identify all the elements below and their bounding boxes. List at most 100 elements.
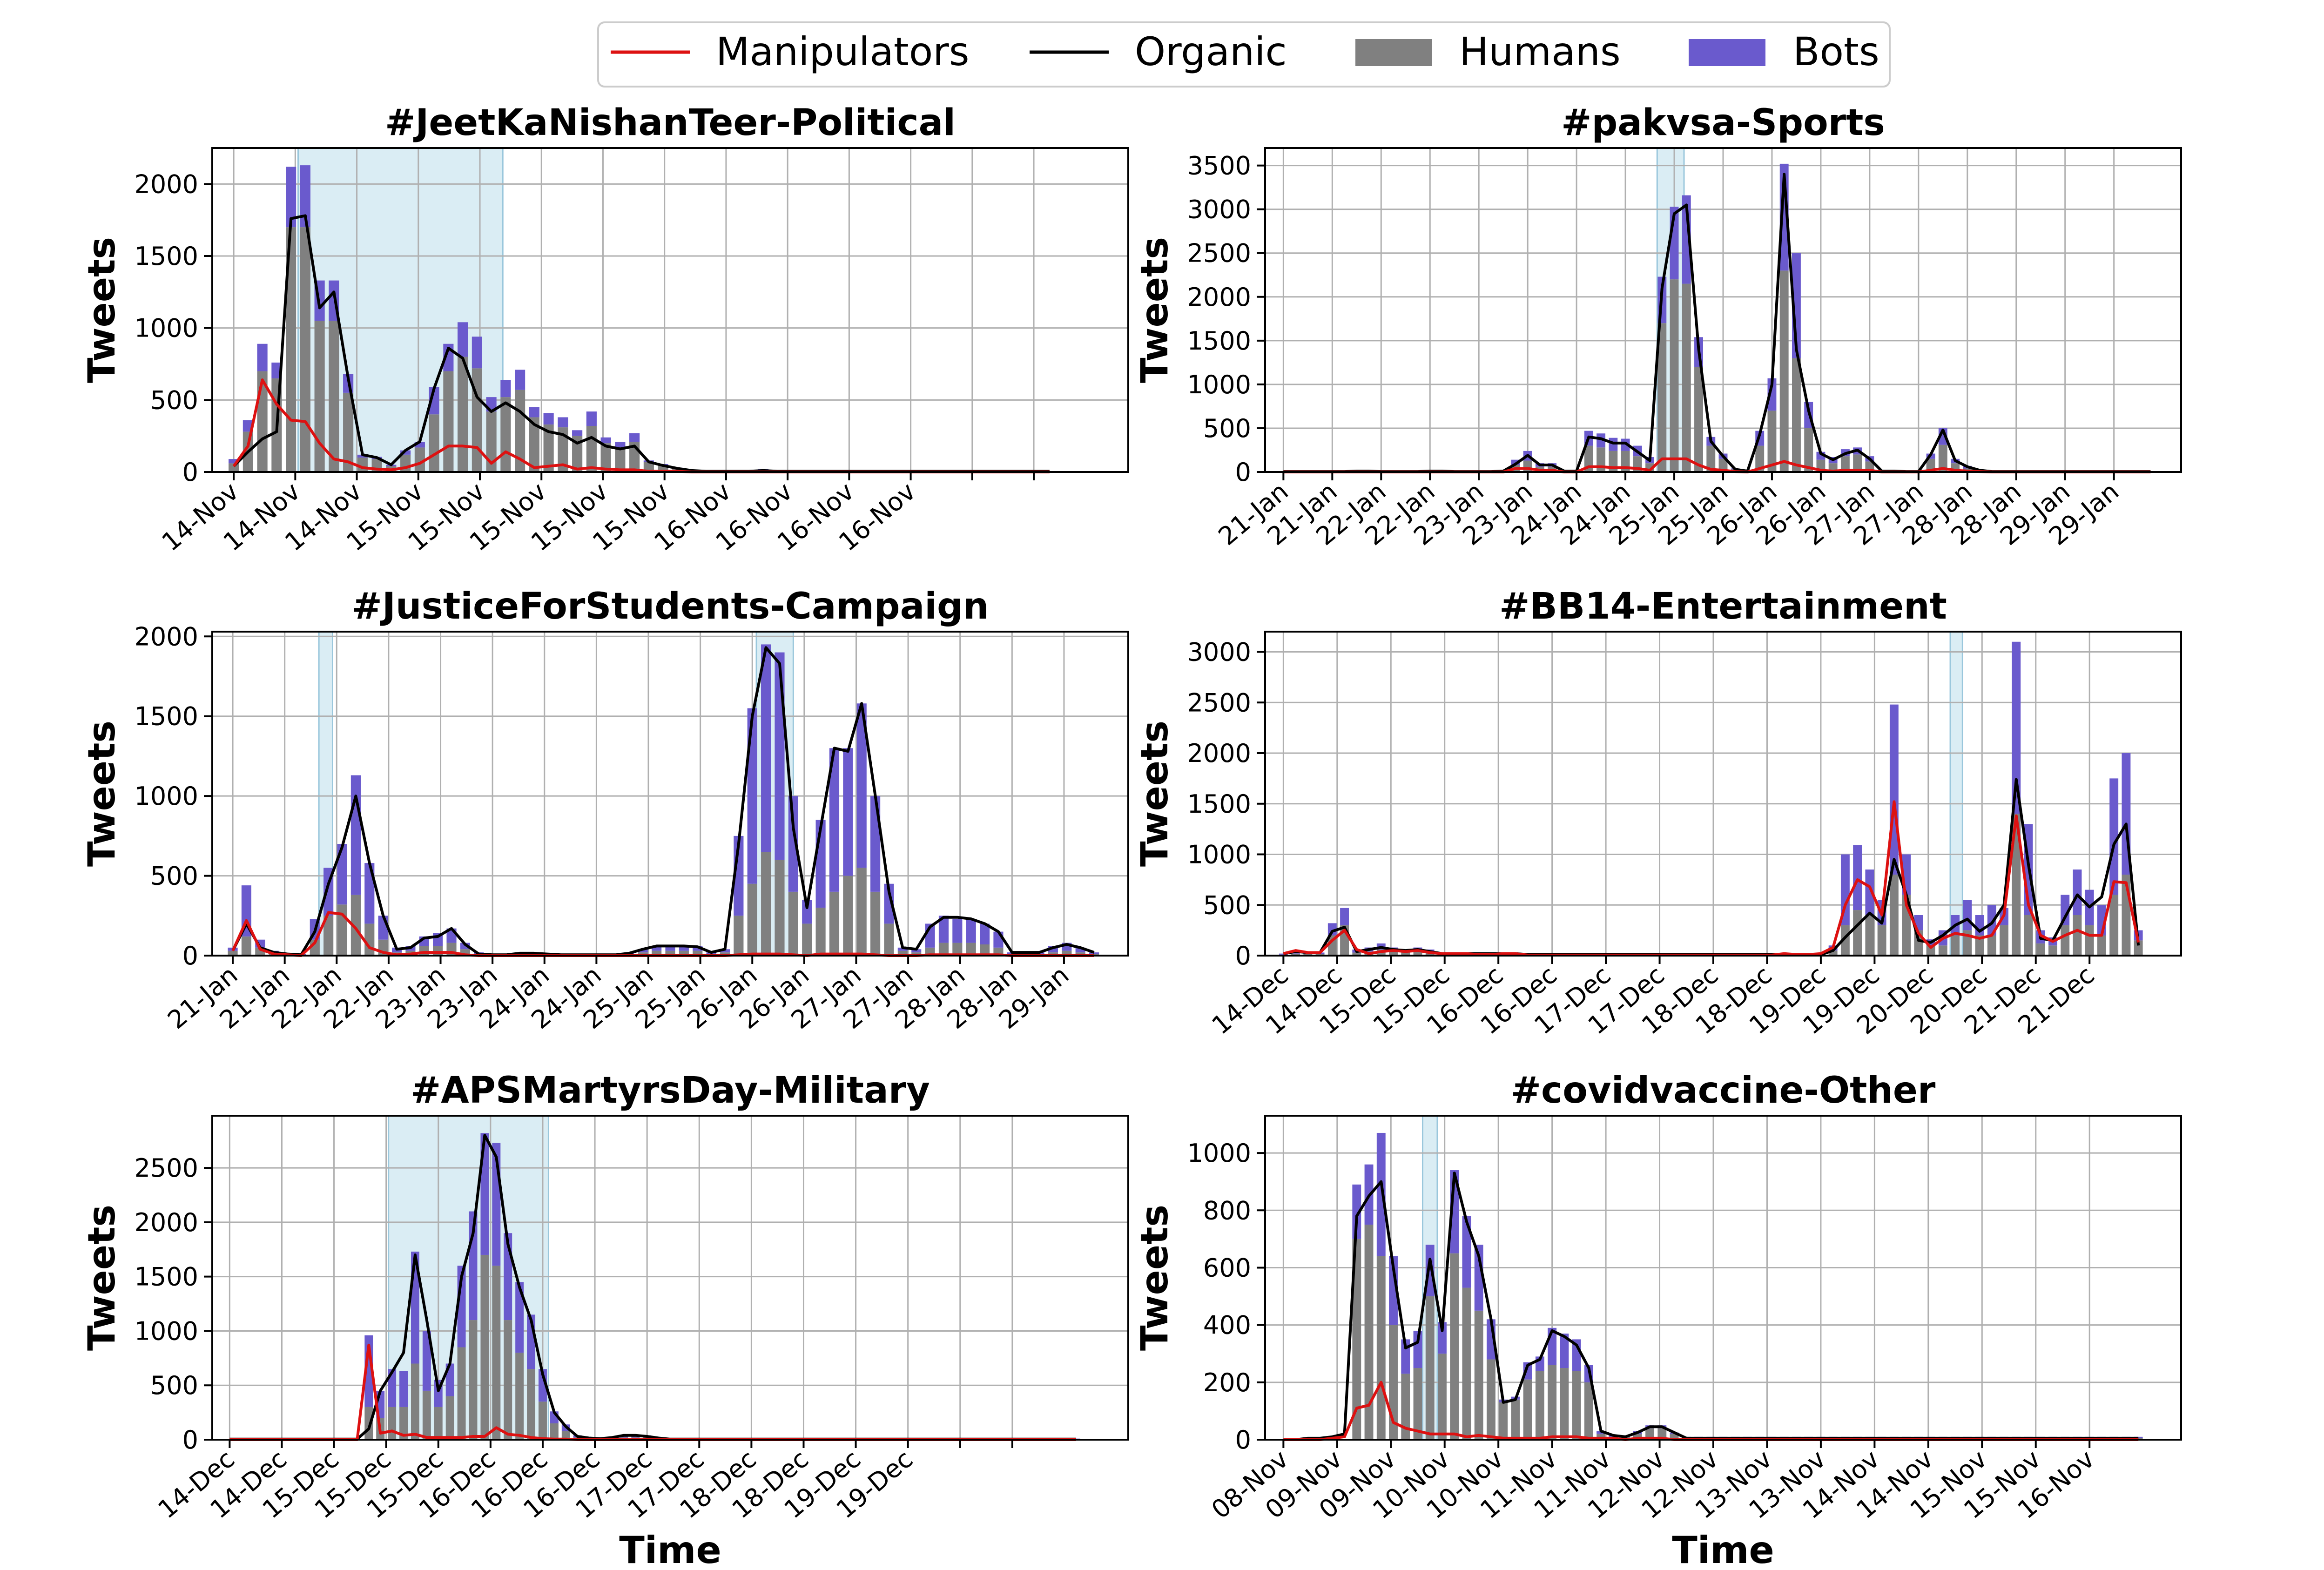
bots-bar (400, 450, 411, 455)
bots-bar (472, 337, 482, 369)
y-tick-label: 1500 (135, 1262, 198, 1292)
chart-title: #BB14-Entertainment (1499, 586, 1947, 627)
bots-bar (629, 433, 640, 442)
humans-bar (314, 321, 325, 472)
humans-bar (1462, 1287, 1471, 1440)
bots-bar (1853, 845, 1862, 910)
bots-bar (1963, 900, 1972, 930)
bots-bar (1352, 1184, 1361, 1239)
humans-bar (980, 944, 990, 956)
humans-bar (469, 1320, 478, 1440)
humans-bar (1401, 1374, 1410, 1440)
humans-bar (643, 462, 654, 472)
humans-bar (1877, 925, 1886, 956)
bots-bar (1560, 1334, 1569, 1368)
humans-bar (414, 447, 425, 472)
bots-bar (350, 775, 361, 895)
humans-bar (1499, 1402, 1508, 1440)
bots-bar (600, 437, 611, 444)
humans-bar (527, 1369, 536, 1440)
x-axis-label: Time (1672, 1529, 1774, 1570)
y-tick-label: 1500 (1187, 789, 1251, 819)
humans-bar (1413, 951, 1422, 956)
bots-bar (1340, 908, 1349, 925)
humans-bar (457, 1347, 466, 1440)
organic-line (229, 1134, 1076, 1441)
bots-bar (500, 380, 511, 398)
humans-bar (1853, 910, 1862, 956)
bots-bar (2061, 895, 2070, 925)
plot-frame (211, 631, 1129, 957)
y-tick-label: 3000 (1187, 195, 1251, 224)
humans-bar (1755, 445, 1765, 472)
humans-bar (1657, 1428, 1667, 1440)
humans-bar (1560, 1368, 1569, 1440)
chart-panel-4: 05001000150020002500300014-Dec14-Dec15-D… (1133, 586, 2182, 1040)
humans-bar (329, 321, 339, 472)
humans-bar (2073, 915, 2082, 956)
humans-bar (1291, 953, 1300, 956)
y-axis-label: Tweets (80, 1205, 123, 1351)
legend-bots-swatch (1689, 39, 1765, 66)
bots-bar (300, 165, 310, 228)
humans-bar (652, 950, 662, 956)
y-tick-label: 1500 (135, 702, 198, 731)
y-axis-label: Tweets (1133, 1205, 1176, 1351)
bots-bar (388, 1369, 397, 1407)
humans-bar (572, 436, 583, 472)
chart-title: #JusticeForStudents-Campaign (352, 586, 989, 627)
humans-bar (1779, 270, 1789, 472)
y-tick-label: 400 (1203, 1311, 1251, 1340)
bots-bar (586, 411, 597, 426)
humans-bar (529, 417, 539, 472)
organic-line (1283, 1172, 2139, 1441)
humans-bar (843, 876, 853, 956)
organic-line (1283, 173, 2151, 473)
y-tick-label: 0 (1235, 941, 1251, 970)
humans-bar (1376, 1256, 1386, 1440)
plot-frame (1264, 631, 2182, 957)
humans-bar (1523, 1379, 1532, 1440)
humans-bar (300, 227, 310, 472)
humans-bar (1584, 1382, 1593, 1440)
legend-humans-label: Humans (1459, 29, 1621, 74)
humans-bar (679, 950, 689, 956)
humans-bar (399, 1407, 408, 1440)
bots-bar (257, 344, 268, 371)
bots-bar (2109, 778, 2119, 895)
bots-bar (679, 946, 689, 951)
humans-bar (241, 936, 252, 956)
bots-bar (952, 919, 963, 943)
humans-bar (720, 952, 730, 956)
humans-bar (1352, 952, 1361, 956)
bots-bar (1279, 953, 1288, 955)
organic-line (231, 646, 1095, 957)
legend-manipulators-label: Manipulators (716, 29, 970, 74)
humans-bar (504, 1320, 512, 1440)
humans-bar (952, 943, 963, 956)
chart-title: #pakvsa-Sports (1561, 102, 1885, 144)
y-tick-label: 2500 (1187, 688, 1251, 717)
chart-title: #APSMartyrsDay-Military (411, 1070, 930, 1112)
y-tick-label: 500 (1203, 414, 1251, 443)
legend-bots-label: Bots (1793, 29, 1879, 74)
humans-bar (761, 852, 771, 956)
bots-bar (911, 949, 922, 953)
bots-bar (884, 883, 894, 924)
bots-bar (543, 413, 554, 425)
humans-bar (1548, 1365, 1557, 1440)
bots-bar (1376, 1132, 1386, 1256)
y-tick-label: 2000 (135, 169, 198, 199)
humans-bar (350, 895, 361, 956)
humans-bar (1327, 935, 1337, 956)
y-axis-label: Tweets (1133, 237, 1176, 383)
humans-bar (1425, 1296, 1435, 1440)
x-axis-label: Time (619, 1529, 721, 1570)
chart-panel-1: 050010001500200014-Nov14-Nov14-Nov15-Nov… (80, 102, 1129, 557)
humans-bar (2012, 814, 2021, 956)
bots-bar (638, 949, 648, 953)
humans-bar (480, 1254, 489, 1440)
bots-bar (1075, 947, 1085, 953)
humans-bar (500, 397, 511, 472)
humans-bar (1474, 1310, 1483, 1440)
